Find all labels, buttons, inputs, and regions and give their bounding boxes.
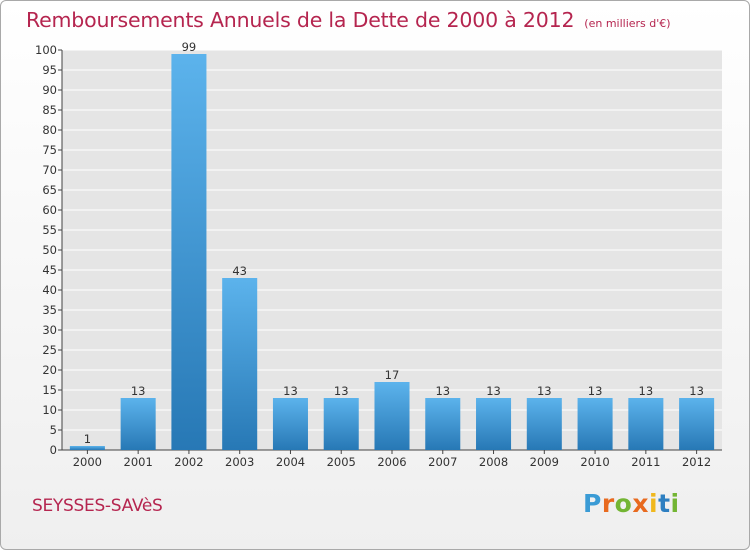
logo-letter: r	[601, 489, 615, 518]
x-tick-label: 2011	[631, 455, 660, 469]
data-label: 13	[486, 384, 501, 398]
y-tick-label: 10	[42, 403, 57, 417]
x-tick-label: 2003	[225, 455, 254, 469]
x-tick-label: 2004	[276, 455, 305, 469]
y-tick-label: 15	[42, 383, 57, 397]
x-tick-label: 2005	[327, 455, 356, 469]
data-label: 13	[537, 384, 552, 398]
data-label: 1	[84, 432, 91, 446]
data-label: 13	[435, 384, 450, 398]
y-tick-label: 45	[42, 263, 57, 277]
y-tick-label: 95	[42, 63, 57, 77]
y-tick-label: 85	[42, 103, 57, 117]
x-tick-label: 2000	[73, 455, 102, 469]
y-tick-label: 90	[42, 83, 57, 97]
data-label: 13	[131, 384, 146, 398]
logo-letter: P	[583, 489, 602, 518]
logo-letter: i	[649, 489, 659, 518]
bar	[69, 446, 105, 450]
bar	[476, 398, 512, 450]
bar	[679, 398, 715, 450]
bar	[120, 398, 156, 450]
bar	[577, 398, 613, 450]
x-tick-label: 2001	[124, 455, 153, 469]
bar	[171, 54, 207, 450]
y-tick-label: 70	[42, 163, 57, 177]
data-label: 13	[689, 384, 704, 398]
y-tick-label: 50	[42, 243, 57, 257]
bar	[222, 278, 258, 450]
logo-letter: x	[632, 489, 649, 518]
y-tick-label: 40	[42, 283, 57, 297]
title-row: Remboursements Annuels de la Dette de 20…	[26, 8, 671, 32]
y-tick-label: 75	[42, 143, 57, 157]
x-tick-label: 2007	[428, 455, 457, 469]
x-tick-label: 2012	[682, 455, 711, 469]
y-tick-label: 60	[42, 203, 57, 217]
data-label: 17	[385, 368, 400, 382]
y-tick-label: 35	[42, 303, 57, 317]
bar	[526, 398, 562, 450]
proxiti-logo: Proxiti	[583, 489, 680, 518]
data-label: 13	[334, 384, 349, 398]
x-tick-labels: 2000 2001 2002 2003 2004 2005 2006 2007 2008 2009…	[73, 450, 711, 469]
logo-letter: i	[670, 489, 680, 518]
x-tick-label: 2002	[174, 455, 203, 469]
bar	[425, 398, 461, 450]
y-tick-label: 65	[42, 183, 57, 197]
bars	[69, 54, 715, 450]
bar	[374, 382, 410, 450]
data-label: 99	[182, 40, 197, 54]
commune-name: SEYSSES-SAVèS	[32, 496, 163, 516]
data-label: 13	[283, 384, 298, 398]
bar	[272, 398, 308, 450]
y-tick-label: 55	[42, 223, 57, 237]
y-tick-label: 100	[35, 43, 57, 57]
bar	[628, 398, 664, 450]
x-tick-label: 2010	[580, 455, 609, 469]
chart-title: Remboursements Annuels de la Dette de 20…	[26, 8, 575, 32]
y-tick-label: 0	[50, 443, 57, 457]
data-label: 43	[232, 264, 247, 278]
y-tick-label: 20	[42, 363, 57, 377]
logo-letter: o	[614, 489, 633, 518]
y-tick-label: 80	[42, 123, 57, 137]
data-labels: 1 13 99 43 13 13 17 13 13 13 13 13 13	[84, 40, 704, 446]
bar	[323, 398, 359, 450]
logo-letter: t	[658, 489, 671, 518]
y-tick-label: 5	[50, 423, 57, 437]
x-tick-label: 2009	[530, 455, 559, 469]
x-tick-label: 2008	[479, 455, 508, 469]
y-tick-label: 25	[42, 343, 57, 357]
chart-subtitle: (en milliers d'€)	[584, 17, 671, 30]
data-label: 13	[639, 384, 654, 398]
y-tick-label: 30	[42, 323, 57, 337]
data-label: 13	[588, 384, 603, 398]
y-tick-labels: 0 5 10 15 20 25 30 35 40 45 50 55 60 65 70 75 80 85 90 95 10…	[35, 43, 57, 457]
x-tick-label: 2006	[377, 455, 406, 469]
